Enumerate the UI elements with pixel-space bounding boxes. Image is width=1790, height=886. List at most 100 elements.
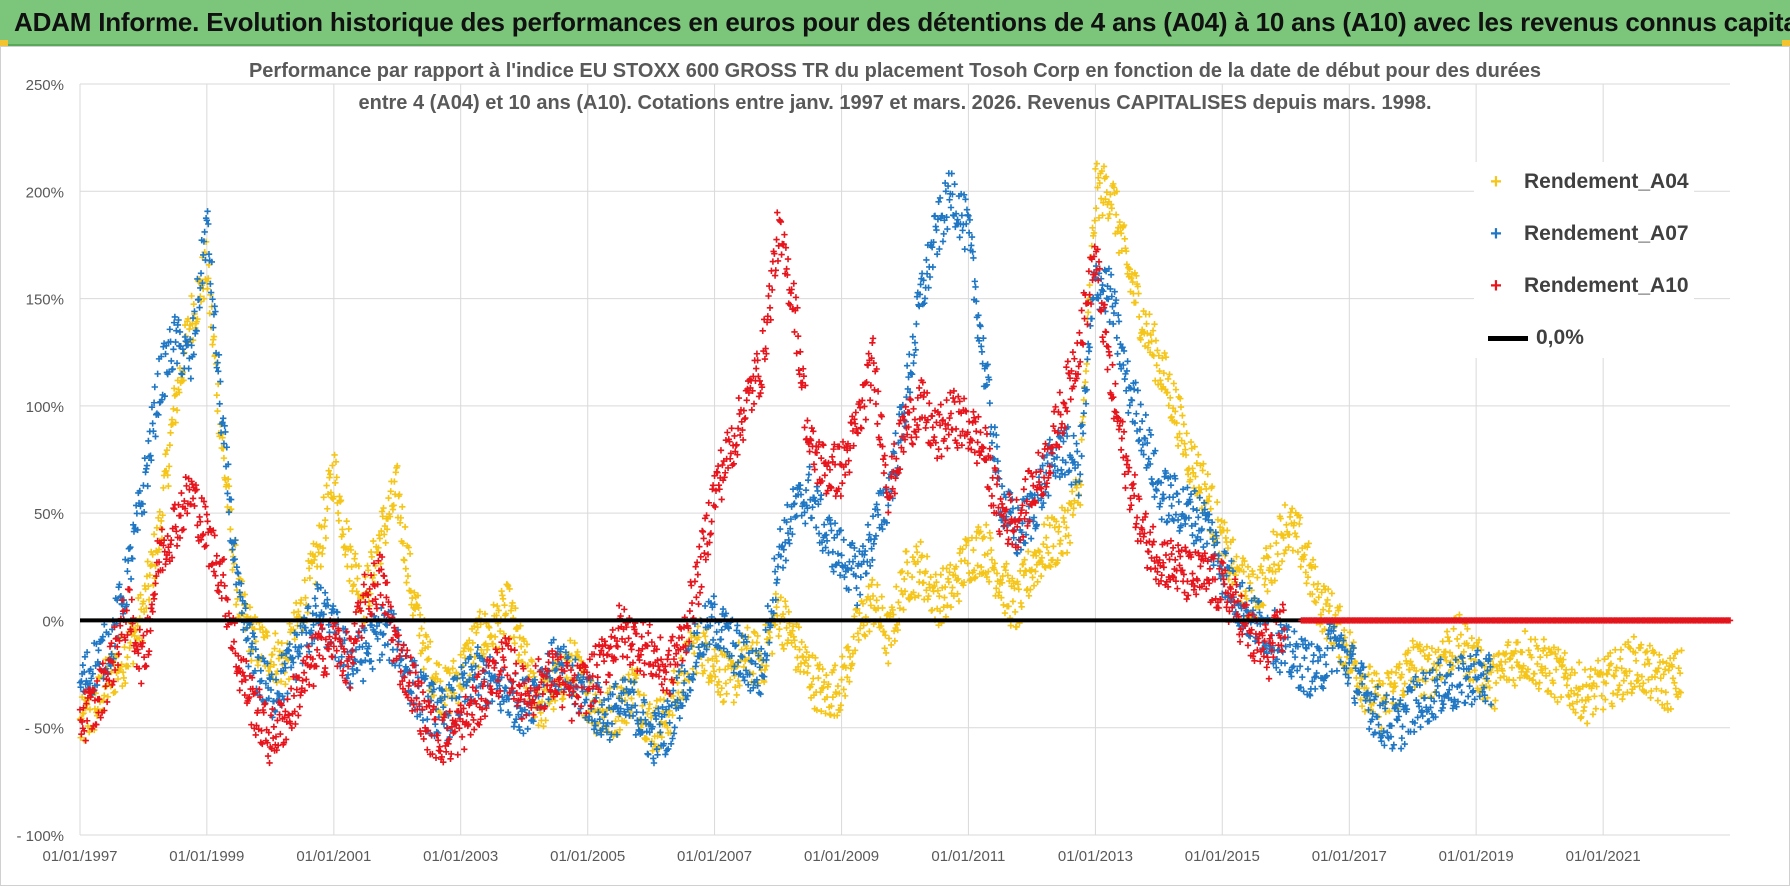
data-point — [350, 581, 358, 588]
banner-corner-right — [1782, 40, 1790, 46]
data-point — [365, 567, 372, 574]
data-point — [312, 602, 319, 610]
data-point — [1243, 595, 1250, 603]
data-point — [1077, 481, 1085, 489]
data-point — [277, 678, 285, 685]
data-point — [593, 661, 601, 669]
data-point — [152, 562, 159, 570]
data-point — [1270, 528, 1277, 535]
data-point — [738, 646, 745, 653]
data-point — [965, 537, 972, 544]
data-point — [1454, 635, 1461, 643]
data-point — [1089, 224, 1096, 231]
y-tick-label: 150% — [26, 292, 64, 309]
data-point — [764, 602, 772, 610]
page-title: ADAM Informe. Evolution historique des p… — [14, 7, 1790, 37]
data-point — [1575, 659, 1583, 666]
data-point — [1361, 708, 1369, 715]
data-point — [1036, 548, 1043, 556]
data-point — [349, 670, 357, 678]
data-point — [1123, 261, 1131, 268]
data-point — [391, 478, 398, 485]
data-point — [187, 375, 195, 382]
data-point — [723, 690, 730, 698]
data-point — [1425, 717, 1433, 725]
data-point — [937, 571, 945, 578]
data-point — [1027, 586, 1034, 593]
data-point — [779, 564, 787, 571]
data-point — [401, 557, 408, 564]
y-tick-label: - 100% — [16, 828, 64, 845]
data-point — [882, 632, 889, 639]
data-point — [920, 579, 927, 586]
data-point — [1264, 588, 1271, 595]
x-tick-label: 01/01/2001 — [296, 848, 371, 865]
data-point — [1464, 693, 1472, 700]
data-point — [168, 357, 175, 365]
banner-corner-left — [0, 40, 8, 46]
data-point — [343, 518, 350, 525]
data-point — [1115, 318, 1123, 325]
data-point — [867, 602, 875, 609]
data-point — [971, 278, 979, 285]
data-point — [355, 562, 363, 570]
data-point — [823, 693, 831, 701]
data-point — [753, 639, 761, 646]
data-point — [1388, 668, 1395, 676]
data-point — [1179, 412, 1186, 419]
data-point — [829, 694, 837, 701]
data-point — [1164, 389, 1171, 396]
data-point — [360, 581, 368, 588]
data-point — [1678, 647, 1685, 654]
data-point — [1037, 572, 1045, 580]
data-point — [695, 634, 702, 641]
data-point — [736, 682, 743, 689]
data-point — [1149, 327, 1157, 334]
data-point — [1598, 692, 1605, 700]
data-point — [911, 351, 918, 359]
data-point — [825, 681, 832, 688]
data-point — [1095, 174, 1102, 181]
data-point — [1070, 505, 1077, 512]
data-point — [1181, 440, 1188, 447]
data-point — [925, 592, 932, 600]
data-point — [1457, 631, 1465, 638]
data-point — [1291, 530, 1299, 537]
data-point — [980, 533, 988, 541]
data-point — [885, 502, 892, 509]
data-point — [420, 665, 427, 673]
data-point — [559, 704, 566, 711]
data-point — [891, 637, 899, 645]
data-point — [892, 430, 899, 437]
data-point — [577, 657, 585, 664]
data-point — [1417, 723, 1424, 731]
data-point — [119, 669, 127, 676]
data-point — [1063, 549, 1071, 556]
data-point — [1425, 651, 1433, 659]
data-point — [660, 696, 668, 703]
data-point — [1407, 658, 1414, 665]
data-point — [879, 604, 886, 612]
data-point — [1320, 583, 1328, 590]
data-point — [528, 658, 536, 665]
data-point — [993, 443, 1001, 450]
data-point — [419, 639, 427, 647]
data-point — [968, 242, 975, 249]
data-point — [923, 553, 931, 560]
data-point — [828, 527, 835, 534]
data-point — [467, 731, 474, 738]
data-point — [1155, 352, 1163, 359]
data-point — [1671, 679, 1678, 687]
data-point — [165, 482, 172, 490]
data-point — [1173, 419, 1180, 427]
data-point — [1443, 657, 1450, 664]
data-point — [918, 552, 926, 559]
data-point — [1172, 386, 1180, 393]
data-point — [671, 724, 678, 731]
data-point — [1007, 622, 1014, 629]
data-point — [225, 482, 233, 490]
data-point — [349, 647, 356, 654]
data-point — [1557, 693, 1565, 701]
data-point — [334, 509, 342, 517]
data-point — [180, 377, 187, 384]
